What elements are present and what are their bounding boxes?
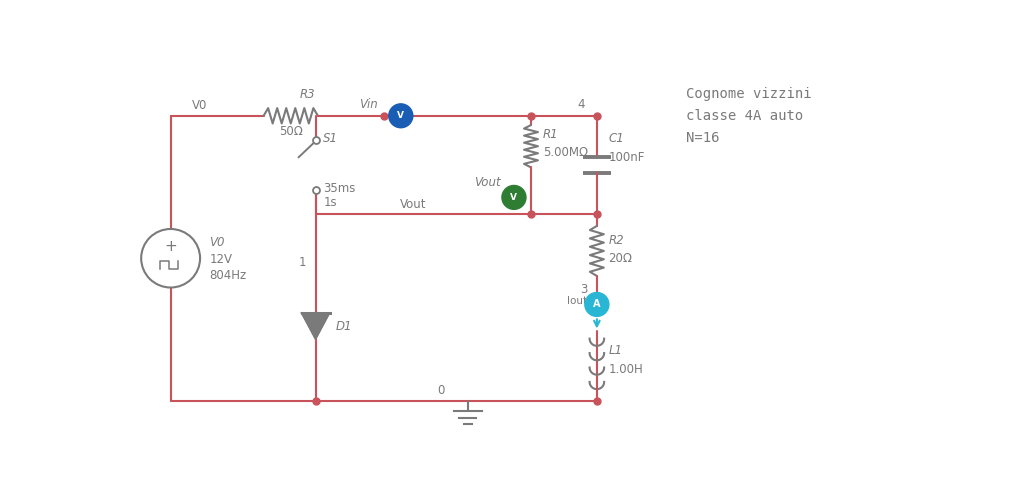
Text: 50Ω: 50Ω xyxy=(279,125,303,138)
Text: A: A xyxy=(593,299,601,309)
Text: 20Ω: 20Ω xyxy=(608,252,633,265)
Text: R3: R3 xyxy=(300,88,315,101)
Text: 5.00MΩ: 5.00MΩ xyxy=(543,146,588,159)
Text: D1: D1 xyxy=(336,319,352,332)
Text: C1: C1 xyxy=(608,132,625,145)
Text: L1: L1 xyxy=(608,344,623,357)
Text: 35ms: 35ms xyxy=(324,182,355,195)
Text: Cognome vizzini
classe 4A auto
N=16: Cognome vizzini classe 4A auto N=16 xyxy=(686,88,812,145)
Circle shape xyxy=(502,186,526,209)
Text: Vout: Vout xyxy=(474,176,501,189)
Text: Iout: Iout xyxy=(567,296,588,306)
Text: 12V: 12V xyxy=(209,254,232,266)
Text: 4: 4 xyxy=(578,98,586,111)
Text: V0: V0 xyxy=(193,99,208,112)
Text: S1: S1 xyxy=(324,132,338,145)
Text: 3: 3 xyxy=(581,283,588,296)
Text: 0: 0 xyxy=(437,384,444,397)
Text: Vin: Vin xyxy=(358,98,378,111)
Text: 1s: 1s xyxy=(324,196,337,209)
Text: V0: V0 xyxy=(209,236,225,249)
Text: V: V xyxy=(397,111,404,120)
Text: V: V xyxy=(510,193,517,202)
Text: Vout: Vout xyxy=(400,198,427,211)
Circle shape xyxy=(585,293,609,316)
Text: 804Hz: 804Hz xyxy=(209,269,247,282)
Text: 1: 1 xyxy=(299,257,306,270)
Circle shape xyxy=(389,104,413,128)
Text: R2: R2 xyxy=(608,234,624,247)
Text: 100nF: 100nF xyxy=(608,151,645,164)
Text: 1.00H: 1.00H xyxy=(608,363,643,376)
Text: R1: R1 xyxy=(543,128,558,141)
Polygon shape xyxy=(302,313,330,339)
Text: +: + xyxy=(164,239,177,254)
